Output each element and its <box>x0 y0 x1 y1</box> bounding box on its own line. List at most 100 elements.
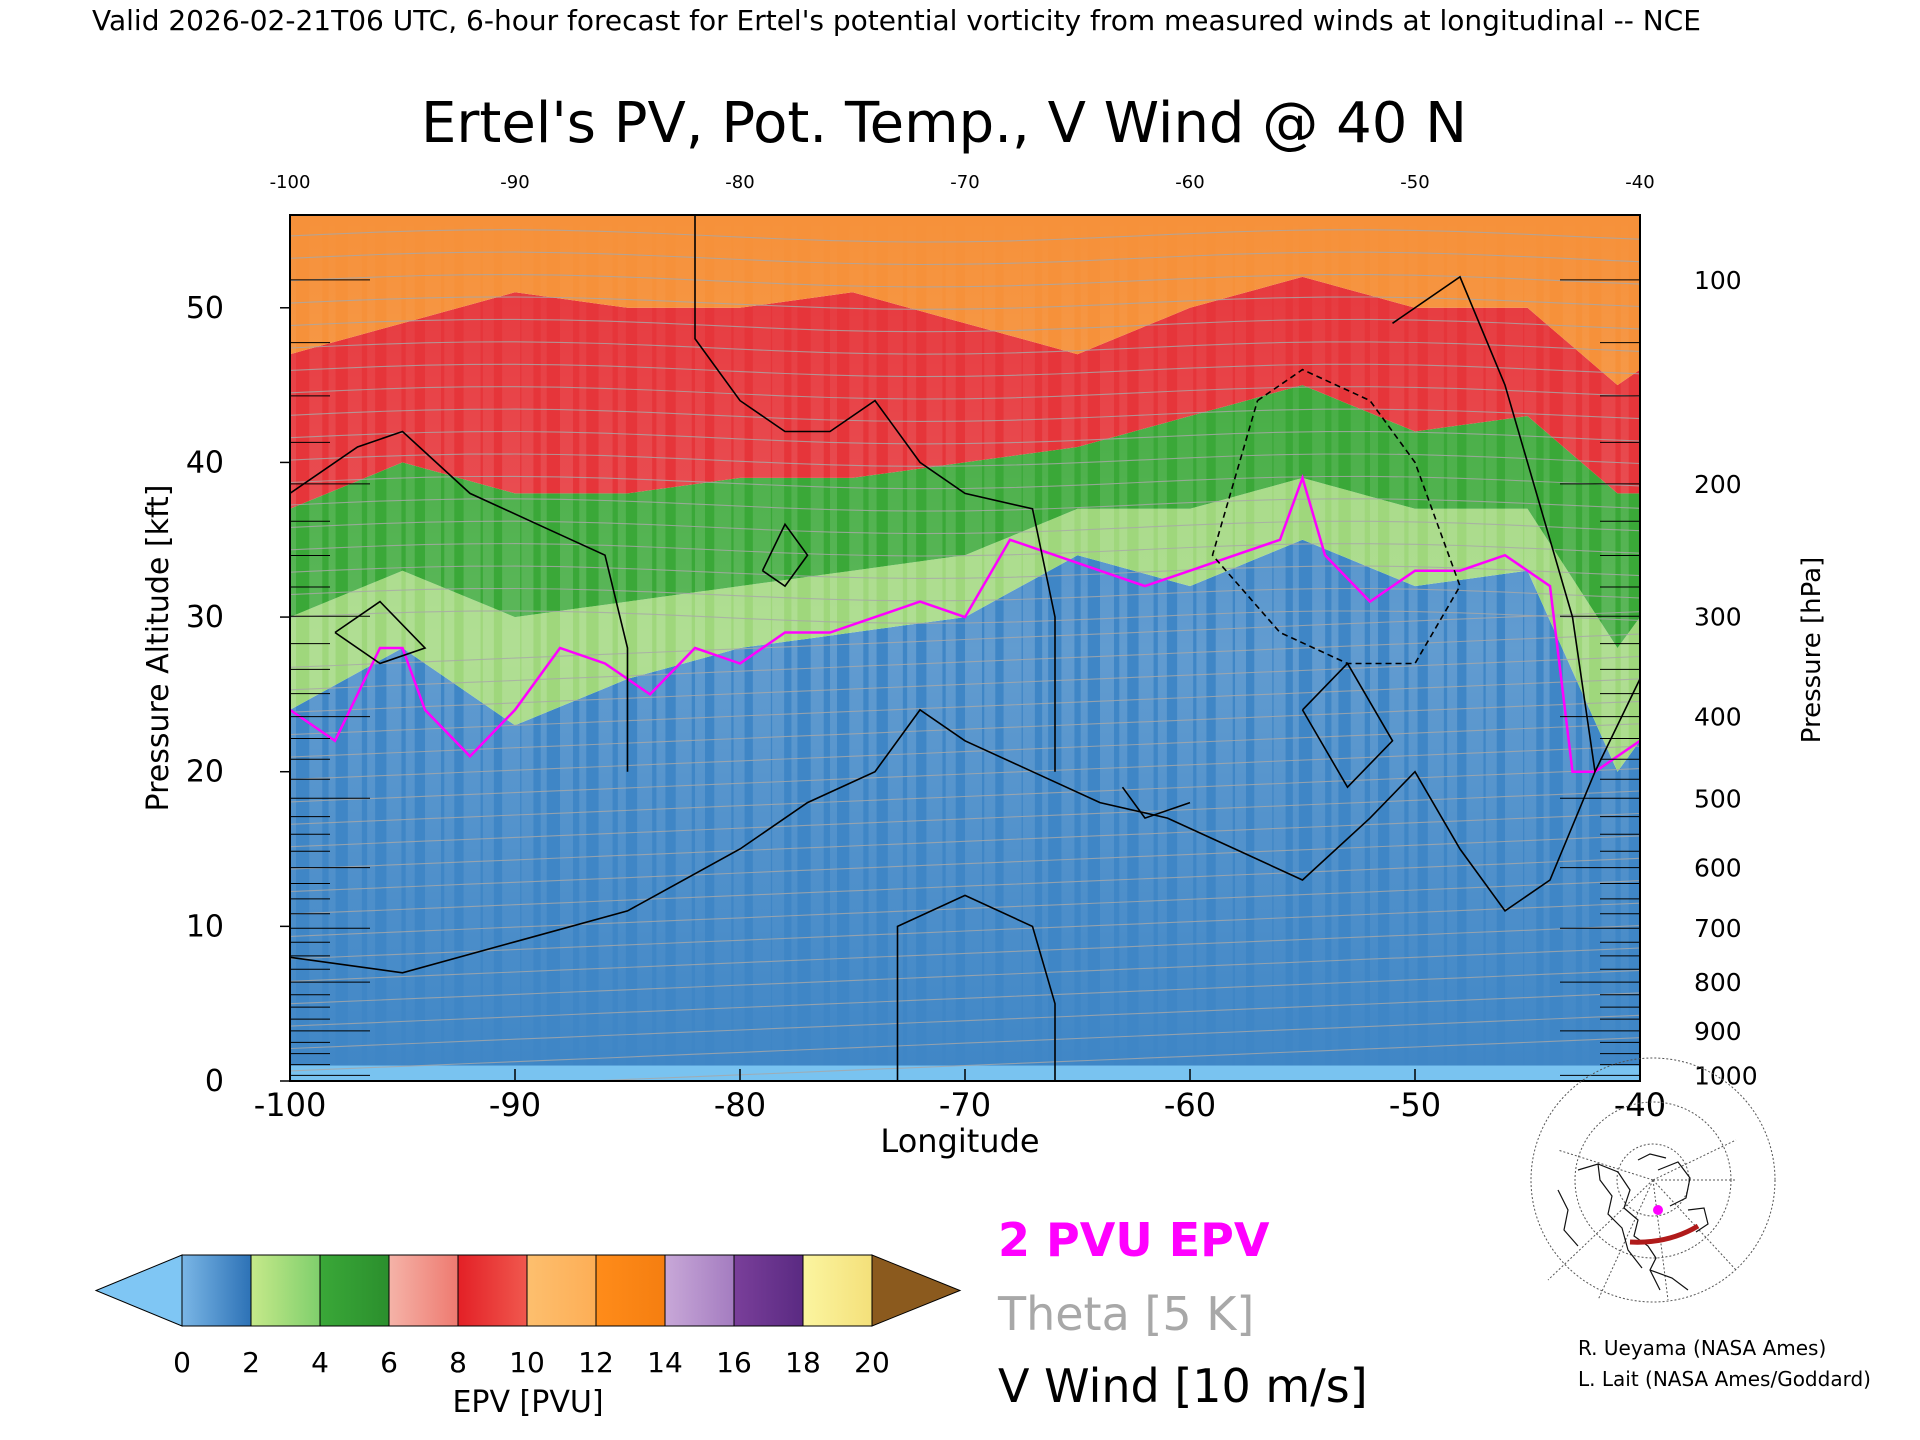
vwind-contour <box>1121 786 1191 820</box>
top-tick-label: -60 <box>1175 172 1204 193</box>
top-axis: -100 -90 -80 -70 -60 -50 -40 <box>270 172 1655 193</box>
theta-contour <box>290 251 1640 266</box>
colorbar: 0 2 4 6 8 10 12 14 16 18 20 <box>94 1254 962 1379</box>
texture-streak <box>1157 215 1167 1081</box>
texture-streak <box>1254 215 1273 1081</box>
texture-streak <box>772 215 785 1081</box>
pressure-tick-label: 300 <box>1694 602 1742 631</box>
colorbar-segment <box>526 1254 597 1327</box>
texture-streak <box>425 215 441 1081</box>
top-tick-label: -80 <box>725 172 754 193</box>
legend-theta: Theta [5 K] <box>997 1287 1254 1341</box>
texture-streak <box>502 215 521 1081</box>
x-tick-label: -100 <box>254 1086 327 1124</box>
theta-contour <box>290 857 1640 915</box>
texture-streak <box>1505 215 1523 1081</box>
texture-streak <box>733 215 745 1081</box>
colorbar-segment <box>250 1254 321 1327</box>
colorbar-tick-label: 14 <box>647 1346 683 1379</box>
colorbar-segment <box>388 1254 459 1327</box>
texture-streak <box>1273 215 1286 1081</box>
theta-contour <box>290 1014 1640 1072</box>
pressure-tick-label: 500 <box>1694 784 1742 813</box>
location-map <box>1530 1057 1776 1303</box>
texture-streak <box>1408 215 1418 1081</box>
y-tick-label: 0 <box>205 1064 224 1099</box>
theta-contour <box>290 835 1640 893</box>
y-tick-label: 20 <box>186 755 224 790</box>
theta-contour <box>290 430 1640 445</box>
theta-contour <box>290 768 1640 825</box>
y-axis-pressure: 100 200 300 400 500 600 700 800 900 1000 <box>1694 266 1758 1091</box>
colorbar-tick-label: 10 <box>509 1346 545 1379</box>
vwind-contour <box>761 522 809 588</box>
vwind-contour <box>334 600 427 665</box>
texture-streak <box>482 215 494 1081</box>
texture-streak <box>1235 215 1246 1081</box>
top-tick-label: -70 <box>950 172 979 193</box>
colorbar-segment <box>319 1254 390 1327</box>
colorbar-label: EPV [PVU] <box>452 1385 603 1420</box>
theta-contour <box>290 565 1640 579</box>
x-axis-label: Longitude <box>880 1122 1039 1160</box>
theta-contour <box>290 969 1640 1027</box>
texture-streak <box>849 215 864 1081</box>
theta-contour <box>290 700 1640 758</box>
theta-contour <box>290 678 1640 736</box>
pressure-tick-label: 400 <box>1694 703 1742 732</box>
colorbar-tick-label: 16 <box>716 1346 752 1379</box>
texture-streak <box>1543 215 1550 1081</box>
texture-streak <box>1100 215 1114 1081</box>
colorbar-tick-label: 6 <box>380 1346 398 1379</box>
chart-title: Ertel's PV, Pot. Temp., V Wind @ 40 N <box>421 91 1467 156</box>
texture-streak <box>984 215 996 1081</box>
colorbar-tick-label: 12 <box>578 1346 614 1379</box>
colorbar-tick-label: 18 <box>785 1346 821 1379</box>
theta-contour <box>290 408 1640 422</box>
texture-streak <box>1138 215 1154 1081</box>
colorbar-tick-label: 0 <box>173 1346 191 1379</box>
texture-streak <box>328 215 336 1081</box>
vwind-contour <box>290 678 1640 974</box>
theta-contour <box>290 902 1640 960</box>
x-tick-label: -50 <box>1389 1086 1441 1124</box>
theta-contour <box>290 274 1640 288</box>
vwind-contour <box>896 894 1056 1081</box>
texture-streak <box>965 215 982 1081</box>
pressure-tick-label: 1000 <box>1694 1061 1758 1090</box>
credit-line-2: L. Lait (NASA Ames/Goddard) <box>1578 1367 1871 1391</box>
texture-streak <box>521 215 534 1081</box>
y-axis-label-right: Pressure [hPa] <box>1797 557 1827 744</box>
colorbar-segment <box>733 1254 804 1327</box>
texture-streak <box>1080 215 1088 1081</box>
texture-streak <box>1620 215 1629 1081</box>
pressure-tick-label: 600 <box>1694 854 1742 883</box>
texture-streak <box>810 215 824 1081</box>
texture-streak <box>868 215 877 1081</box>
x-tick-label: -60 <box>1164 1086 1216 1124</box>
theta-contour <box>290 745 1640 803</box>
texture-streak <box>887 215 903 1081</box>
pressure-tick-label: 200 <box>1694 470 1742 499</box>
texture-streak <box>1524 215 1537 1081</box>
y-tick-label: 30 <box>186 600 224 635</box>
theta-contour <box>290 475 1640 490</box>
theta-contour <box>290 812 1640 870</box>
y-axis-altitude: 0 10 20 30 40 50 <box>186 291 290 1099</box>
top-tick-label: -100 <box>270 172 311 193</box>
epv-field <box>290 215 1640 1081</box>
legend-2pvu: 2 PVU EPV <box>998 1213 1270 1267</box>
colorbar-segment <box>595 1254 666 1327</box>
two-pvu-contour <box>290 473 1640 773</box>
y-axis-label-left: Pressure Altitude [kft] <box>141 485 176 812</box>
theta-contour <box>290 947 1640 1005</box>
texture-streak <box>791 215 798 1081</box>
theta-contour <box>290 723 1640 780</box>
theta-contour <box>290 520 1640 535</box>
texture-streak <box>579 215 587 1081</box>
colorbar-over-arrow <box>871 1254 962 1327</box>
texture-streak <box>598 215 613 1081</box>
theta-contour <box>290 610 1640 624</box>
y-tick-label: 40 <box>186 445 224 480</box>
colorbar-segment <box>802 1254 873 1327</box>
